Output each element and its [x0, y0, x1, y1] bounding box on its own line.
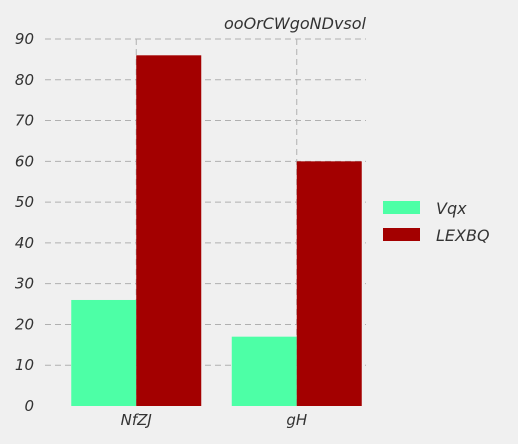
legend-label-lexbq: LEXBQ	[436, 226, 490, 245]
y-tick-label: 50	[15, 193, 34, 211]
legend: Vqx LEXBQ	[383, 199, 490, 245]
y-tick-label: 80	[15, 71, 34, 89]
bars-layer	[71, 55, 362, 406]
x-tick-label: gH	[286, 411, 307, 429]
y-tick-label: 30	[15, 275, 34, 293]
y-tick-label: 70	[15, 112, 34, 130]
y-tick-label: 90	[15, 30, 34, 48]
legend-swatch-vqx	[383, 201, 420, 214]
bar-lexbq-gh	[297, 161, 362, 406]
y-tick-label: 20	[15, 315, 34, 333]
bar-vqx-nfzj	[71, 300, 136, 406]
y-tick-label: 40	[15, 234, 34, 252]
legend-label-vqx: Vqx	[436, 199, 467, 218]
y-tick-label: 10	[15, 356, 34, 374]
y-tick-label: 60	[15, 152, 34, 170]
legend-swatch-lexbq	[383, 228, 420, 241]
bar-lexbq-nfzj	[136, 55, 201, 406]
bar-vqx-gh	[232, 337, 297, 406]
y-tick-label: 0	[24, 397, 34, 415]
x-tick-label: NfZJ	[121, 411, 152, 429]
chart-title: ooOrCWgoNDvsol	[224, 14, 367, 33]
